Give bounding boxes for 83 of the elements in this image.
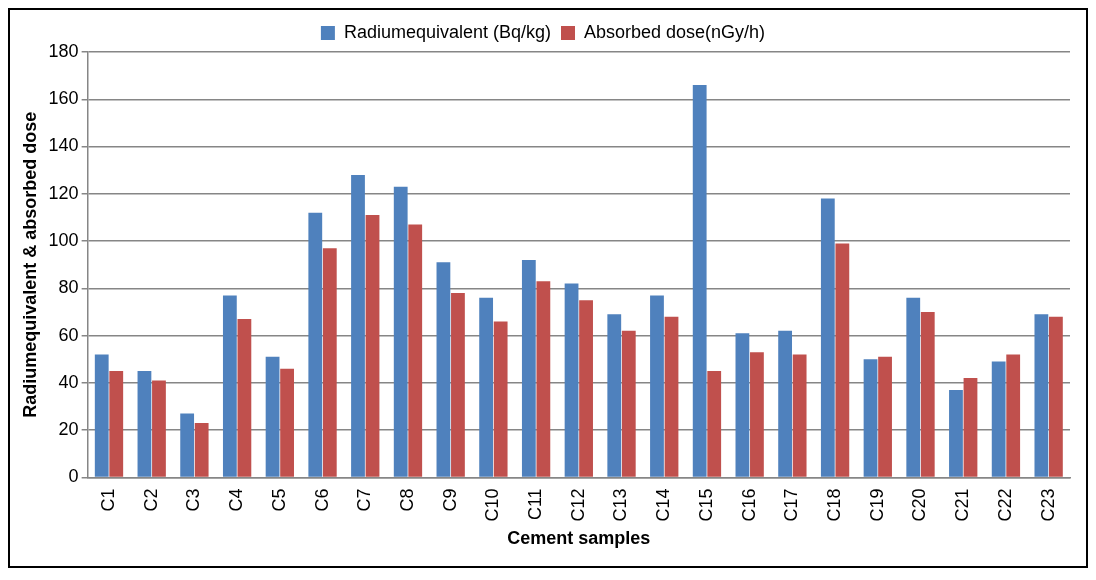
bar: [991, 361, 1006, 477]
bar: [1049, 316, 1063, 477]
x-tick-label: C13: [610, 488, 631, 522]
y-tick-label: 0: [68, 466, 79, 487]
x-tick-label: C8: [396, 488, 417, 512]
bar: [820, 198, 835, 477]
bar: [521, 259, 536, 477]
bar: [835, 243, 850, 477]
x-tick-label: C20: [909, 488, 930, 522]
x-tick-label: C19: [866, 488, 887, 522]
bar: [735, 333, 750, 477]
bar: [949, 389, 963, 477]
bar: [664, 316, 679, 477]
x-tick-label: C23: [1037, 488, 1058, 522]
x-axis-title: Cement samples: [507, 528, 651, 549]
x-tick-label: C11: [525, 488, 546, 521]
bar: [194, 423, 209, 477]
y-tick-label: 120: [48, 182, 79, 203]
y-tick-label: 100: [48, 230, 79, 251]
x-tick-label: C15: [695, 488, 716, 522]
x-tick-label: C4: [226, 488, 247, 512]
bar: [152, 380, 166, 477]
y-axis-title: Radiumequivalent & absorbed dose: [19, 111, 40, 418]
bar: [607, 314, 622, 477]
y-tick-label: 160: [48, 88, 79, 109]
x-tick-label: C18: [824, 488, 845, 522]
bar: [863, 359, 878, 477]
bar: [906, 297, 921, 477]
y-tick-label: 180: [48, 40, 79, 61]
x-tick-label: C16: [738, 488, 759, 522]
x-tick-label: C22: [994, 488, 1015, 522]
x-tick-label: C2: [140, 488, 161, 512]
y-tick-label: 40: [58, 371, 79, 392]
bar: [579, 300, 593, 477]
bar: [1006, 354, 1021, 477]
bar: [137, 371, 152, 477]
bar: [920, 311, 935, 477]
bar: [280, 368, 294, 477]
y-tick-label: 20: [58, 419, 79, 440]
bar: [237, 319, 252, 477]
legend-label: Radiumequivalent (Bq/kg): [343, 21, 552, 42]
y-tick-label: 140: [48, 135, 79, 156]
x-tick-label: C7: [354, 488, 375, 512]
x-tick-label: C3: [183, 488, 204, 512]
y-tick-label: 60: [58, 324, 79, 345]
x-tick-label: C12: [567, 488, 588, 522]
bar: [1034, 314, 1049, 477]
bar: [479, 297, 494, 477]
bar: [536, 281, 551, 477]
x-tick-label: C1: [97, 488, 118, 512]
x-tick-label: C10: [482, 488, 503, 522]
bar: [265, 356, 280, 477]
bar: [222, 295, 237, 477]
y-tick-label: 80: [58, 277, 79, 298]
bar: [963, 378, 978, 477]
bar: [451, 293, 465, 477]
bar: [650, 295, 664, 477]
bar: [180, 413, 195, 477]
bar: [750, 352, 764, 477]
x-tick-label: C5: [268, 488, 289, 512]
bar: [365, 215, 380, 477]
x-tick-label: C14: [653, 488, 674, 522]
bar: [351, 174, 365, 477]
bar: [493, 321, 508, 477]
bar: [564, 283, 579, 477]
bar: [94, 354, 109, 477]
x-tick-label: C17: [781, 488, 802, 522]
bar: [792, 354, 807, 477]
bar: [878, 356, 892, 477]
bar: [308, 212, 323, 477]
x-tick-label: C9: [439, 488, 460, 512]
x-tick-label: C21: [952, 488, 973, 522]
bar: [778, 330, 793, 477]
bar: [408, 224, 423, 477]
bar: [692, 85, 707, 477]
bar: [621, 330, 636, 477]
bar: [707, 371, 722, 477]
bar: [109, 371, 124, 477]
x-tick-label: C6: [311, 488, 332, 512]
bar: [436, 262, 451, 477]
bar: [322, 248, 337, 477]
legend-label: Absorbed dose(nGy/h): [584, 21, 766, 42]
bar: [393, 186, 408, 477]
